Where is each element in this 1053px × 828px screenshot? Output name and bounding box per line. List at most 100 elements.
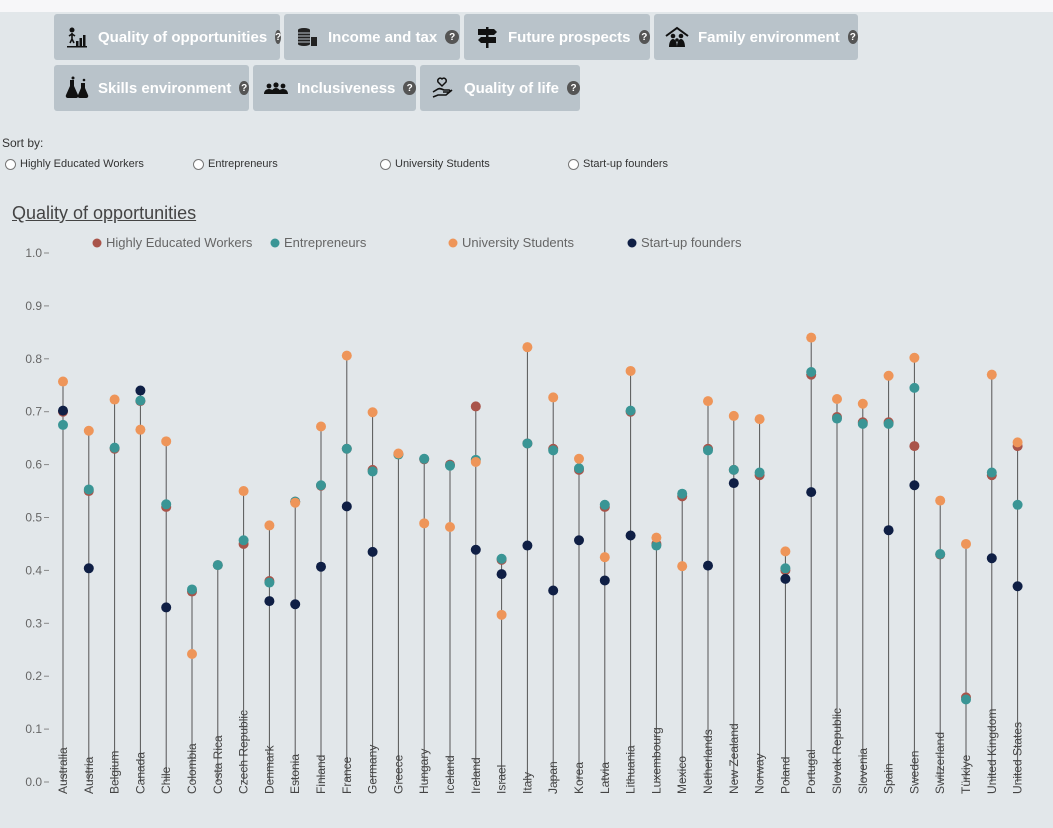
sort-radio-entrepreneurs[interactable]: Entrepreneurs	[193, 158, 278, 170]
radio-circle[interactable]	[5, 158, 16, 170]
family-icon	[664, 24, 690, 50]
tab-label: Future prospects	[508, 28, 631, 46]
data-point	[135, 395, 146, 406]
data-point	[264, 596, 275, 607]
data-point	[599, 575, 610, 586]
data-point	[264, 520, 275, 531]
data-point	[574, 463, 584, 474]
sort-by-label: Sort by:	[2, 136, 44, 150]
x-tick-label: Poland	[778, 757, 792, 794]
data-point	[883, 370, 894, 381]
x-tick-label: Ireland	[469, 757, 483, 794]
data-point	[161, 499, 172, 510]
radio-circle[interactable]	[193, 158, 204, 170]
data-point	[445, 522, 455, 533]
data-point	[909, 382, 920, 393]
sort-radio-university-students[interactable]: University Students	[380, 158, 490, 170]
y-tick-label: 0.7	[25, 405, 42, 419]
data-point	[187, 648, 197, 659]
x-tick-label: Slovak Republic	[830, 708, 844, 794]
data-point	[470, 401, 481, 412]
data-point	[522, 540, 533, 551]
data-point	[806, 367, 817, 378]
data-point	[316, 480, 326, 491]
data-point	[341, 501, 352, 512]
data-point	[83, 425, 94, 436]
data-point	[703, 396, 713, 407]
x-tick-label: Canada	[133, 752, 147, 794]
help-icon[interactable]: ?	[239, 81, 249, 95]
data-point	[1012, 499, 1023, 510]
y-tick-label: 0.2	[25, 669, 42, 683]
x-tick-label: Japan	[546, 761, 560, 794]
data-point	[496, 609, 507, 620]
help-icon[interactable]: ?	[403, 81, 416, 95]
data-point	[806, 332, 817, 343]
radio-label: Start-up founders	[583, 158, 668, 170]
data-point	[935, 495, 946, 506]
x-tick-label: Switzerland	[933, 732, 947, 794]
y-tick-label: 0.9	[25, 299, 42, 313]
radio-circle[interactable]	[380, 158, 391, 170]
data-point	[135, 424, 146, 435]
help-icon[interactable]: ?	[445, 30, 460, 44]
x-tick-label: Slovenia	[856, 748, 870, 794]
y-tick-label: 0.0	[25, 775, 42, 789]
x-tick-label: Hungary	[417, 749, 431, 794]
tab-income-and-tax[interactable]: Income and tax?	[284, 14, 460, 60]
help-icon[interactable]: ?	[638, 30, 650, 44]
data-point	[496, 569, 507, 580]
data-point	[651, 532, 662, 543]
data-point	[728, 478, 739, 489]
x-tick-label: Sweden	[907, 751, 921, 794]
x-tick-label: United States	[1011, 722, 1025, 794]
x-tick-label: Lithuania	[624, 745, 638, 794]
data-point	[238, 486, 249, 497]
tab-quality-of-life[interactable]: Quality of life?	[420, 65, 580, 111]
data-point	[574, 453, 584, 464]
data-point	[393, 448, 404, 459]
data-point	[341, 443, 352, 454]
x-tick-label: Greece	[391, 754, 405, 794]
sort-radio-highly-educated-workers[interactable]: Highly Educated Workers	[5, 158, 144, 170]
legend-label: Entrepreneurs	[284, 235, 367, 250]
sort-radio-start-up-founders[interactable]: Start-up founders	[568, 158, 668, 170]
data-point	[187, 584, 197, 595]
data-point	[832, 394, 842, 405]
x-tick-label: Colombia	[185, 743, 199, 794]
data-point	[986, 467, 997, 478]
data-point	[986, 553, 997, 564]
help-icon[interactable]: ?	[847, 30, 858, 44]
radio-circle[interactable]	[568, 158, 579, 170]
x-tick-label: Australia	[56, 747, 70, 794]
x-tick-label: Belgium	[108, 751, 122, 794]
help-icon[interactable]: ?	[567, 81, 580, 95]
tab-family-environment[interactable]: Family environment?	[654, 14, 858, 60]
x-tick-label: Italy	[520, 772, 534, 794]
legend-marker	[92, 238, 102, 248]
tab-inclusiveness[interactable]: Inclusiveness?	[253, 65, 416, 111]
x-tick-label: Chile	[159, 766, 173, 794]
tab-future-prospects[interactable]: Future prospects?	[464, 14, 650, 60]
help-icon[interactable]: ?	[275, 30, 282, 44]
legend-label: Start-up founders	[641, 235, 742, 250]
data-point	[212, 560, 223, 571]
y-tick-label: 0.6	[25, 458, 42, 472]
data-point	[58, 376, 68, 387]
data-point	[445, 460, 455, 471]
y-tick-label: 0.3	[25, 616, 42, 630]
data-point	[703, 445, 713, 456]
x-tick-label: Norway	[753, 753, 767, 794]
group-people-icon	[263, 75, 289, 101]
data-point	[496, 553, 507, 564]
tab-label: Inclusiveness	[297, 79, 396, 97]
legend-label: Highly Educated Workers	[106, 235, 253, 250]
hand-heart-icon	[430, 75, 456, 101]
tab-skills-environment[interactable]: Skills environment?	[54, 65, 249, 111]
data-point	[832, 413, 842, 424]
bar-chart-person-icon	[64, 24, 90, 50]
data-point	[367, 407, 378, 418]
data-point	[961, 538, 971, 549]
tab-quality-of-opportunities[interactable]: Quality of opportunities?	[54, 14, 282, 60]
data-point	[264, 577, 275, 588]
